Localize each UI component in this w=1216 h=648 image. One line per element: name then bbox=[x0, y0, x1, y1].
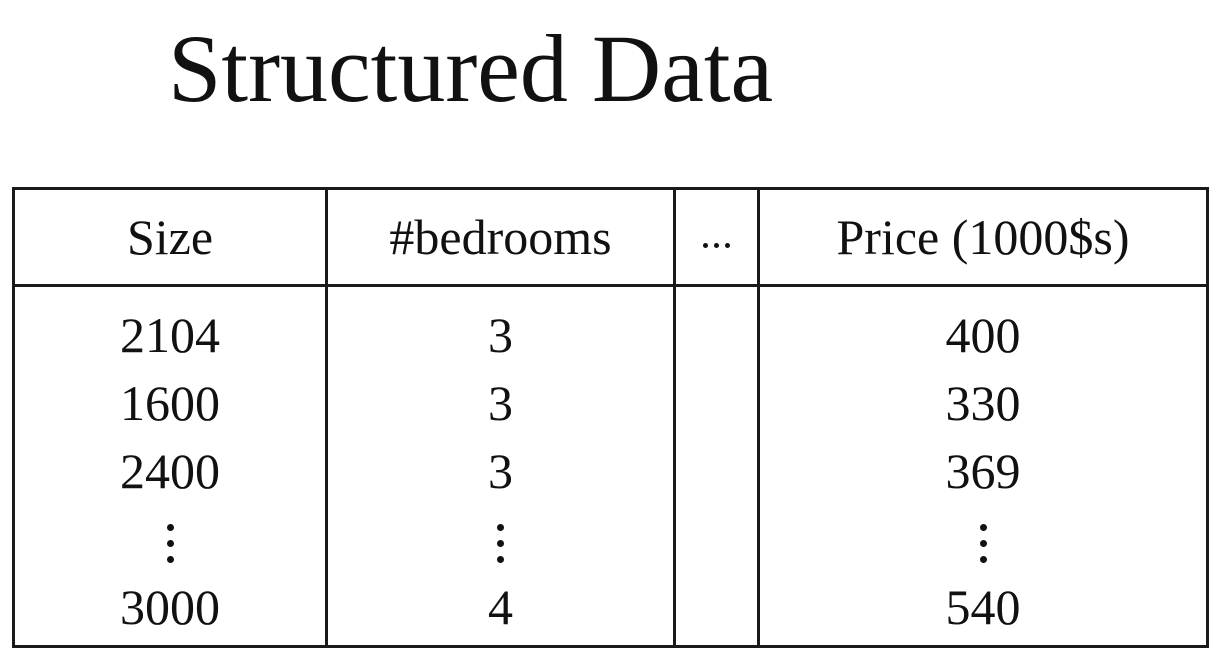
table-header-row: Size #bedrooms Price (1000$s) bbox=[12, 187, 1209, 287]
price-value: 369 bbox=[945, 443, 1021, 499]
bedrooms-column-cells: 3 3 3 4 bbox=[325, 285, 676, 648]
table-body-row: 2104 1600 2400 3000 3 3 3 4 bbox=[12, 285, 1209, 648]
bedrooms-value: 3 bbox=[488, 375, 513, 431]
price-value: 400 bbox=[945, 307, 1021, 363]
price-value: 330 bbox=[945, 375, 1021, 431]
price-column-cells: 400 330 369 540 bbox=[757, 285, 1209, 648]
vertical-ellipsis-icon bbox=[166, 509, 174, 577]
vertical-ellipsis-icon bbox=[497, 509, 504, 577]
size-value: 2400 bbox=[120, 443, 220, 499]
bedrooms-value: 3 bbox=[488, 443, 513, 499]
size-value: 3000 bbox=[120, 579, 220, 635]
horizontal-ellipsis-icon bbox=[703, 243, 730, 248]
page-title: Structured Data bbox=[168, 15, 774, 122]
header-bedrooms: #bedrooms bbox=[325, 187, 676, 287]
price-value: 540 bbox=[945, 579, 1021, 635]
bedrooms-value: 4 bbox=[488, 579, 513, 635]
header-price: Price (1000$s) bbox=[757, 187, 1209, 287]
vertical-ellipsis-icon bbox=[979, 509, 987, 577]
size-column-cells: 2104 1600 2400 3000 bbox=[12, 285, 328, 648]
ellipsis-column-cells bbox=[673, 285, 760, 648]
size-value: 1600 bbox=[120, 375, 220, 431]
bedrooms-value: 3 bbox=[488, 307, 513, 363]
size-value: 2104 bbox=[120, 307, 220, 363]
header-ellipsis bbox=[673, 187, 760, 287]
housing-data-table: Size #bedrooms Price (1000$s) 2104 1600 … bbox=[12, 187, 1209, 648]
header-size: Size bbox=[12, 187, 328, 287]
